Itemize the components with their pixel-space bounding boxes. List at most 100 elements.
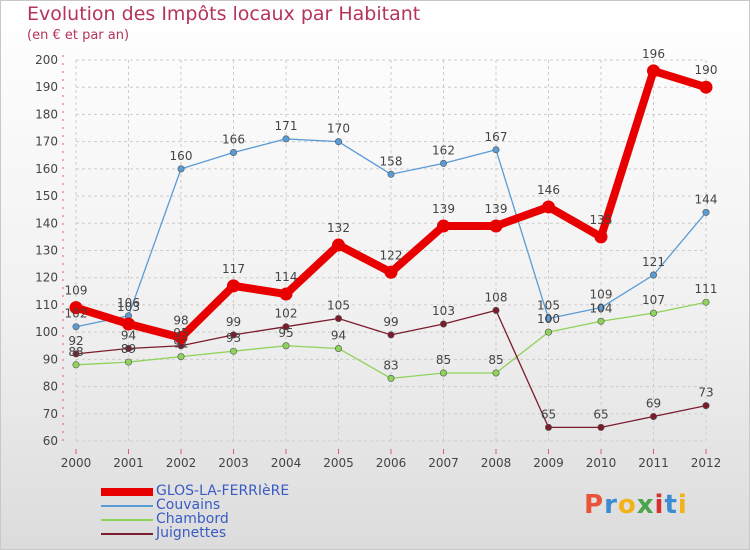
data-point: [279, 287, 293, 301]
data-point: [439, 320, 447, 328]
data-point: [649, 309, 657, 317]
data-label: 105: [537, 299, 560, 313]
y-tick-label: 180: [35, 107, 58, 121]
data-point: [544, 328, 552, 336]
legend-swatch: [101, 505, 153, 507]
data-label: 89: [121, 342, 136, 356]
data-point: [334, 315, 342, 323]
y-tick-label: 70: [43, 407, 58, 421]
data-point: [439, 369, 447, 377]
data-point: [492, 146, 500, 154]
data-label: 117: [222, 262, 245, 276]
x-tick-label: 2002: [166, 456, 197, 470]
data-label: 65: [541, 407, 556, 421]
data-label: 85: [436, 353, 451, 367]
data-point: [230, 149, 238, 157]
data-label: 92: [68, 334, 83, 348]
y-tick-label: 130: [35, 244, 58, 258]
legend-label: Chambord: [156, 511, 229, 527]
x-tick-label: 2012: [691, 456, 722, 470]
data-point: [72, 361, 80, 369]
data-label: 99: [226, 315, 241, 329]
data-label: 158: [380, 154, 403, 168]
data-point: [597, 317, 605, 325]
data-point: [437, 219, 450, 233]
data-point: [492, 369, 500, 377]
data-point: [702, 208, 710, 216]
data-label: 106: [117, 296, 140, 310]
data-label: 167: [485, 130, 508, 144]
data-point: [72, 323, 80, 331]
legend-swatch: [101, 519, 153, 521]
y-tick-label: 200: [35, 53, 58, 67]
data-label: 85: [488, 353, 503, 367]
logo-letter: o: [617, 490, 637, 520]
x-tick-label: 2009: [533, 456, 564, 470]
y-tick-label: 170: [35, 135, 58, 149]
data-label: 121: [642, 255, 665, 269]
chart-subtitle: (en € et par an): [27, 28, 130, 43]
data-label: 135: [590, 213, 613, 227]
data-label: 166: [222, 133, 245, 147]
legend-swatch: [101, 533, 153, 535]
x-tick-label: 2006: [376, 456, 407, 470]
x-tick-label: 2007: [428, 456, 459, 470]
data-label: 103: [432, 304, 455, 318]
data-point: [69, 301, 83, 315]
y-tick-label: 80: [43, 380, 58, 394]
data-point: [334, 138, 342, 146]
y-tick-label: 160: [35, 162, 58, 176]
x-tick-label: 2005: [323, 456, 354, 470]
data-label: 98: [173, 314, 188, 328]
data-point: [492, 306, 500, 314]
data-label: 146: [537, 183, 560, 197]
data-point: [334, 344, 342, 352]
x-tick-label: 2011: [638, 456, 669, 470]
data-point: [125, 358, 133, 366]
data-label: 109: [65, 284, 88, 298]
data-point: [702, 298, 710, 306]
data-label: 102: [275, 307, 298, 321]
proxiti-logo: Proxiti: [584, 490, 688, 520]
data-label: 107: [642, 293, 665, 307]
data-point: [542, 200, 555, 214]
y-tick-label: 90: [43, 352, 58, 366]
data-point: [597, 304, 605, 312]
data-label: 91: [173, 337, 188, 351]
data-point: [282, 135, 290, 143]
y-tick-label: 110: [35, 298, 58, 312]
data-label-layer: 102 106 160 166 171 170 158 162 167 105 109 121 144 8…: [65, 47, 718, 422]
data-point: [649, 271, 657, 279]
chart-title: Evolution des Impôts locaux par Habitant: [27, 3, 421, 25]
data-label: 170: [327, 122, 350, 136]
data-label: 190: [695, 63, 718, 77]
y-tick-label: 190: [35, 80, 58, 94]
data-point: [122, 317, 135, 331]
data-point: [597, 423, 605, 431]
legend-label: Couvains: [156, 497, 221, 513]
data-label: 104: [590, 301, 613, 315]
data-label: 102: [65, 307, 88, 321]
data-point: [699, 80, 713, 94]
data-label: 109: [590, 288, 613, 302]
logo-letter: i: [654, 490, 665, 520]
data-point: [439, 159, 447, 167]
data-label: 132: [327, 221, 350, 235]
data-point: [230, 347, 238, 355]
data-point: [174, 331, 188, 345]
logo-letter: r: [604, 490, 618, 520]
y-tick-label: 60: [43, 434, 58, 448]
data-point: [387, 374, 395, 382]
data-point: [387, 170, 395, 178]
logo-letter: t: [664, 490, 678, 520]
axis-layer: 60 70 80 90 100 110 120 130 140 150 160 170 180 190 20…: [35, 53, 721, 470]
legend-label: Juignettes: [156, 525, 227, 541]
data-point: [332, 238, 345, 252]
data-label: 88: [68, 345, 83, 359]
data-point: [125, 344, 133, 352]
data-point: [282, 323, 290, 331]
x-tick-label: 2010: [586, 456, 617, 470]
data-label: 122: [380, 248, 403, 262]
data-label: 171: [275, 119, 298, 133]
